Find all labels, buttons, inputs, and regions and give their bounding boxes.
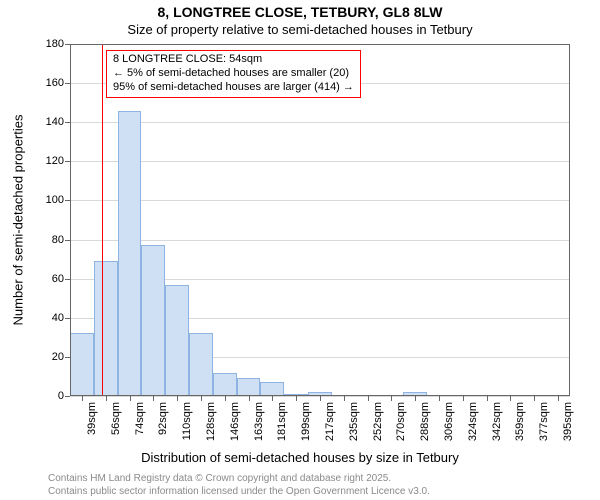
histogram-bar (213, 373, 237, 396)
x-tick-mark (130, 396, 131, 401)
x-tick-mark (510, 396, 511, 401)
y-tick-label: 180 (46, 38, 64, 50)
chart-container: 8, LONGTREE CLOSE, TETBURY, GL8 8LW Size… (0, 0, 600, 500)
y-tick-label: 20 (52, 351, 64, 363)
y-tick-label: 160 (46, 77, 64, 89)
histogram-bar (237, 378, 261, 396)
histogram-bar (141, 245, 165, 396)
x-tick-mark (225, 396, 226, 401)
x-tick-mark (415, 396, 416, 401)
gridline (70, 200, 570, 201)
y-tick-label: 120 (46, 155, 64, 167)
gridline (70, 44, 570, 45)
reference-line (102, 44, 103, 396)
y-tick-mark (65, 83, 70, 84)
x-tick-label: 288sqm (419, 402, 431, 441)
histogram-bar (260, 382, 284, 396)
y-tick-mark (65, 318, 70, 319)
plot-area: 8 LONGTREE CLOSE: 54sqm ← 5% of semi-det… (70, 44, 570, 396)
x-tick-mark (487, 396, 488, 401)
x-tick-mark (391, 396, 392, 401)
y-tick-label: 40 (52, 312, 64, 324)
x-tick-label: 395sqm (562, 402, 574, 441)
x-tick-mark (153, 396, 154, 401)
histogram-bar (165, 285, 189, 396)
x-tick-mark (177, 396, 178, 401)
histogram-bar (189, 333, 213, 396)
x-tick-mark (82, 396, 83, 401)
x-tick-mark (201, 396, 202, 401)
x-tick-mark (106, 396, 107, 401)
x-tick-label: 252sqm (372, 402, 384, 441)
y-tick-mark (65, 44, 70, 45)
x-tick-label: 181sqm (276, 402, 288, 441)
x-tick-mark (344, 396, 345, 401)
x-tick-mark (320, 396, 321, 401)
y-tick-mark (65, 396, 70, 397)
x-tick-label: 128sqm (205, 402, 217, 441)
y-axis-title: Number of semi-detached properties (11, 115, 26, 326)
annotation-line-1: 8 LONGTREE CLOSE: 54sqm (113, 53, 354, 67)
y-tick-label: 0 (58, 390, 64, 402)
y-tick-label: 80 (52, 234, 64, 246)
y-tick-mark (65, 357, 70, 358)
x-tick-label: 235sqm (348, 402, 360, 441)
histogram-bar (70, 333, 94, 396)
x-tick-mark (534, 396, 535, 401)
annotation-line-3: 95% of semi-detached houses are larger (… (113, 81, 354, 95)
x-axis-title: Distribution of semi-detached houses by … (0, 450, 600, 465)
x-tick-label: 270sqm (395, 402, 407, 441)
histogram-bar (94, 261, 118, 396)
y-tick-label: 100 (46, 194, 64, 206)
x-tick-mark (558, 396, 559, 401)
y-tick-label: 140 (46, 116, 64, 128)
x-tick-label: 324sqm (467, 402, 479, 441)
gridline (70, 240, 570, 241)
chart-title: 8, LONGTREE CLOSE, TETBURY, GL8 8LW (0, 4, 600, 20)
annotation-box: 8 LONGTREE CLOSE: 54sqm ← 5% of semi-det… (106, 50, 361, 98)
footer-attribution: Contains HM Land Registry data © Crown c… (48, 472, 430, 498)
y-tick-mark (65, 200, 70, 201)
gridline (70, 161, 570, 162)
footer-line-2: Contains public sector information licen… (48, 485, 430, 498)
y-tick-mark (65, 279, 70, 280)
x-tick-mark (272, 396, 273, 401)
y-tick-mark (65, 161, 70, 162)
x-tick-label: 342sqm (491, 402, 503, 441)
y-tick-mark (65, 240, 70, 241)
x-tick-mark (249, 396, 250, 401)
x-tick-label: 163sqm (253, 402, 265, 441)
gridline (70, 122, 570, 123)
x-tick-label: 306sqm (443, 402, 455, 441)
x-tick-mark (296, 396, 297, 401)
x-tick-mark (368, 396, 369, 401)
y-tick-mark (65, 122, 70, 123)
x-tick-label: 217sqm (324, 402, 336, 441)
annotation-line-2: ← 5% of semi-detached houses are smaller… (113, 67, 354, 81)
x-tick-label: 92sqm (157, 402, 169, 435)
chart-subtitle: Size of property relative to semi-detach… (0, 22, 600, 37)
x-tick-mark (439, 396, 440, 401)
footer-line-1: Contains HM Land Registry data © Crown c… (48, 472, 430, 485)
x-tick-label: 359sqm (514, 402, 526, 441)
y-tick-label: 60 (52, 273, 64, 285)
x-tick-label: 74sqm (134, 402, 146, 435)
x-tick-label: 110sqm (181, 402, 193, 440)
x-tick-label: 146sqm (229, 402, 241, 441)
x-tick-label: 39sqm (86, 402, 98, 435)
x-tick-label: 199sqm (300, 402, 312, 441)
histogram-bar (118, 111, 142, 397)
x-tick-label: 56sqm (110, 402, 122, 435)
x-tick-mark (463, 396, 464, 401)
x-tick-label: 377sqm (538, 402, 550, 441)
